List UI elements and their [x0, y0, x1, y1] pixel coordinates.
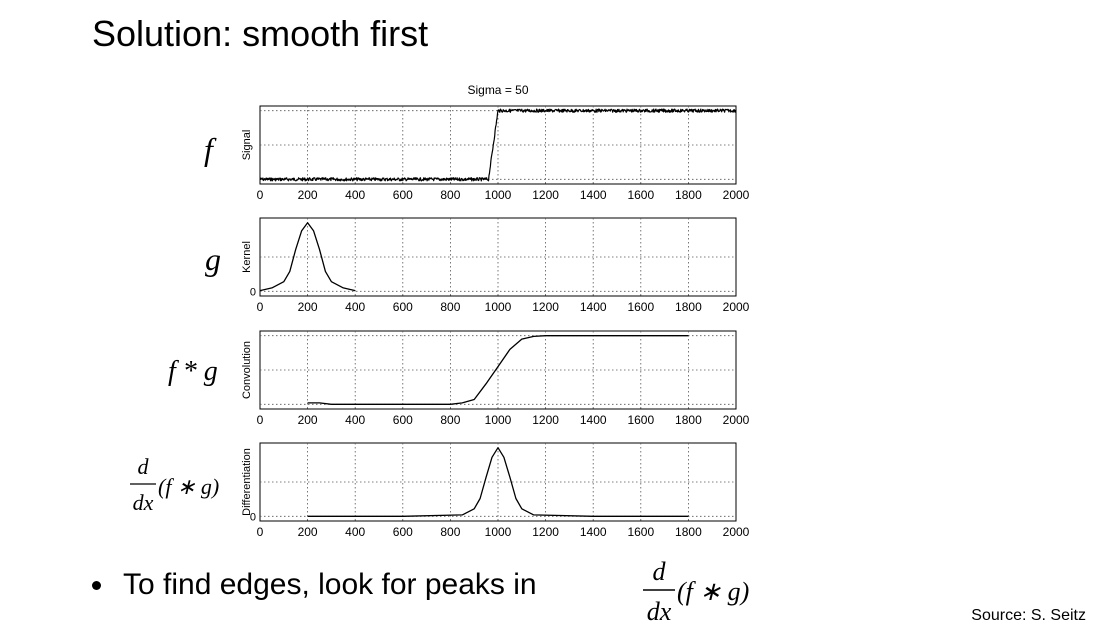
bullet-formula-expression: (f ∗ g): [677, 577, 749, 606]
x-tick-label: 1000: [485, 188, 512, 202]
x-tick-label: 600: [393, 525, 413, 539]
x-tick-label: 1000: [485, 413, 512, 427]
derivative-numerator: d: [138, 454, 150, 479]
x-tick-label: 1400: [580, 413, 607, 427]
math-label-fg: f * g: [168, 356, 218, 387]
x-tick-label: 400: [345, 413, 365, 427]
x-tick-label: 1800: [675, 300, 702, 314]
slide-title: Solution: smooth first: [92, 13, 429, 54]
x-tick-label: 200: [298, 413, 318, 427]
series-line-signal: [259, 108, 737, 182]
x-tick-label: 600: [393, 300, 413, 314]
x-tick-label: 800: [440, 188, 460, 202]
y-axis-label-differentiation: Differentiation: [241, 448, 253, 516]
bullet-formula: d dx (f ∗ g): [643, 557, 749, 626]
x-tick-label: 600: [393, 188, 413, 202]
bullet-item: To find edges, look for peaks in: [92, 565, 537, 605]
x-tick-label: 800: [440, 413, 460, 427]
series-line-differentiation: [307, 447, 689, 517]
bullet-text: To find edges, look for peaks in: [123, 568, 537, 601]
x-tick-label: 1400: [580, 188, 607, 202]
x-tick-label: 2000: [723, 188, 750, 202]
x-tick-label: 1200: [532, 188, 559, 202]
x-tick-label: 1200: [532, 300, 559, 314]
x-tick-label: 1600: [627, 525, 654, 539]
bullet-formula-numerator: d: [653, 557, 667, 586]
x-tick-label: 1200: [532, 413, 559, 427]
x-tick-label: 400: [345, 525, 365, 539]
x-tick-label: 1000: [485, 300, 512, 314]
bullet-formula-denominator: dx: [647, 597, 672, 626]
x-tick-label: 200: [298, 525, 318, 539]
x-tick-label: 1600: [627, 300, 654, 314]
subplots-group: 0 200 400 600 800 1000 1200 1400 1600 1800 2000Sig…: [241, 105, 750, 539]
x-tick-label: 400: [345, 188, 365, 202]
chart-title: Sigma = 50: [467, 83, 528, 97]
y-tick-label: 0: [250, 511, 256, 523]
math-label-f: f: [204, 131, 217, 167]
bullet-dot: [92, 580, 101, 590]
y-axis-label-kernel: Kernel: [241, 241, 253, 273]
x-tick-label: 2000: [723, 413, 750, 427]
math-label-derivative: d dx (f ∗ g): [130, 454, 219, 515]
x-tick-label: 800: [440, 525, 460, 539]
series-line-convolution: [307, 335, 689, 405]
x-tick-label: 0: [257, 525, 264, 539]
y-tick-label: 0: [250, 286, 256, 298]
x-tick-label: 0: [257, 188, 264, 202]
x-tick-label: 1800: [675, 413, 702, 427]
x-tick-label: 200: [298, 188, 318, 202]
x-tick-label: 800: [440, 300, 460, 314]
x-tick-label: 600: [393, 413, 413, 427]
x-tick-label: 1000: [485, 525, 512, 539]
x-tick-label: 2000: [723, 300, 750, 314]
x-tick-label: 200: [298, 300, 318, 314]
x-tick-label: 1600: [627, 413, 654, 427]
x-tick-label: 1400: [580, 300, 607, 314]
source-credit: Source: S. Seitz: [971, 607, 1086, 624]
derivative-denominator: dx: [133, 490, 154, 515]
x-tick-label: 1200: [532, 525, 559, 539]
math-label-g: g: [205, 241, 221, 277]
x-tick-label: 0: [257, 413, 264, 427]
y-axis-label-convolution: Convolution: [241, 341, 253, 399]
y-axis-label-signal: Signal: [241, 130, 253, 161]
x-tick-label: 1600: [627, 188, 654, 202]
x-tick-label: 2000: [723, 525, 750, 539]
x-tick-label: 1800: [675, 525, 702, 539]
x-tick-label: 1800: [675, 188, 702, 202]
x-tick-label: 1400: [580, 525, 607, 539]
x-tick-label: 0: [257, 300, 264, 314]
derivative-expression: (f ∗ g): [158, 474, 219, 499]
series-line-kernel: [259, 222, 356, 292]
x-tick-label: 400: [345, 300, 365, 314]
